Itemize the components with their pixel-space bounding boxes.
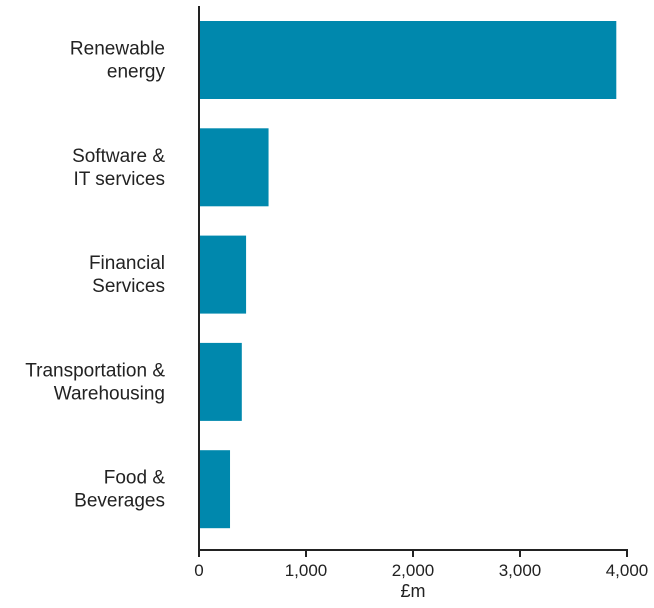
bar	[199, 128, 269, 207]
x-tick-label: 3,000	[499, 561, 542, 580]
category-label-line: energy	[107, 62, 166, 83]
x-tick-label: 4,000	[606, 561, 649, 580]
category-labels: Renewable energy Software & IT services Fina…	[25, 39, 165, 512]
x-tick-label: 1,000	[285, 561, 328, 580]
bar	[199, 450, 231, 529]
category-label-line: Food &	[104, 468, 166, 489]
category-label-line: Transportation &	[25, 360, 165, 381]
x-axis-title: £m	[400, 581, 425, 601]
bar	[199, 21, 617, 99]
category-label-line: Software &	[72, 146, 165, 167]
x-tick-label: 0	[194, 561, 203, 580]
bar	[199, 342, 242, 421]
category-label: Software & IT services	[72, 146, 165, 190]
category-label: Transportation & Warehousing	[25, 360, 165, 404]
category-label-line: Services	[92, 276, 165, 297]
category-label-line: IT services	[73, 169, 165, 190]
x-axis-ticks: 0 1,000 2,000 3,000 4,000	[194, 550, 648, 580]
category-label-line: Financial	[89, 253, 165, 274]
bars-group	[199, 21, 617, 529]
category-label: Food & Beverages	[74, 468, 165, 512]
category-label-line: Warehousing	[54, 383, 165, 404]
category-label: Financial Services	[89, 253, 165, 297]
category-label: Renewable energy	[70, 39, 166, 83]
category-label-line: Beverages	[74, 491, 165, 512]
bar	[199, 235, 247, 314]
x-tick-label: 2,000	[392, 561, 435, 580]
category-label-line: Renewable	[70, 39, 165, 60]
